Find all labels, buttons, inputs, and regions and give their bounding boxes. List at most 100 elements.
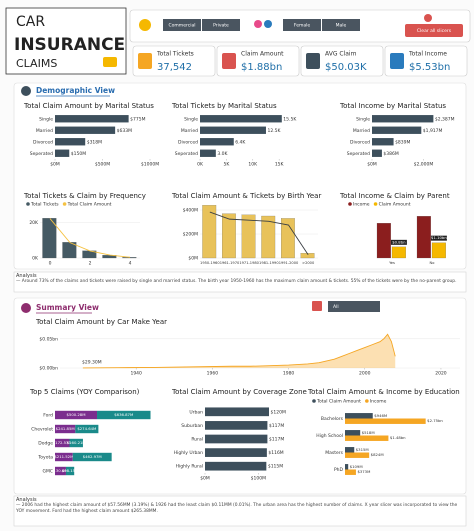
line [209,211,309,256]
category-label: GMC [42,469,53,475]
legend-swatch [365,399,369,403]
data-label: $315M [356,447,369,452]
kpi-value: 37,542 [157,62,192,73]
legend-label: Total Claim Amount [67,202,112,208]
legend-swatch [312,399,316,403]
legend-label: Total Tickets [30,202,59,208]
section-title: Demographic View [36,86,115,95]
data-label: $241.85M [56,426,75,431]
analysis-heading: Analysis [16,497,37,503]
analysis: Analysis — Around 73% of the claims and … [16,273,457,284]
x-tick-label: $0M [50,162,60,168]
slicer-label[interactable]: Commercial [169,23,196,29]
chart-title: Total Claim Amount by Marital Status [23,102,154,110]
slicer-label[interactable]: Female [294,23,311,29]
slicer-button[interactable] [163,19,201,31]
category-label: Dodge [38,441,53,447]
slicer-button[interactable] [283,19,321,31]
category-label: Masters [325,450,343,456]
data-label: $518M [362,430,375,435]
x-tick-label: 2000 [359,371,371,377]
kpi-card [216,45,300,77]
clear-label[interactable]: Clear all slicers [417,28,452,34]
bar [200,149,216,157]
category-label: Divorced [33,139,53,145]
data-label: $117M [269,423,284,429]
analysis-box [13,271,467,293]
x-tick-label: 2020 [435,371,447,377]
y-tick-label: $0M [188,256,198,262]
dropdown-value[interactable]: All [333,304,339,310]
x-tick-label: 1981-1990 [259,261,279,265]
chart-title: Total Claim Amount by Car Make Year [35,318,167,326]
category-label: Seperated [30,151,53,157]
kpi-label: AVG Claim [325,51,357,58]
title-line: INSURANCE [14,35,125,55]
bar [200,126,266,134]
legend-label: Income [353,202,370,208]
data-label: $386M [383,151,398,157]
y-tick-label: $0.00bn [39,366,58,372]
data-label: $500.28M [67,412,86,417]
legend-label: Claim Amount [379,202,411,208]
x-tick-label: $500M [95,162,110,168]
bar [55,126,116,134]
bar [42,218,57,259]
bar [65,466,75,476]
bar [372,149,382,157]
bar [55,410,98,420]
legend-swatch [373,202,378,206]
x-tick-label: 1971-1980 [239,261,259,265]
slicer-button[interactable] [322,19,360,31]
bar [205,407,269,417]
x-tick-label: No [430,261,435,265]
clear-button[interactable] [405,24,463,37]
bar [69,438,83,448]
data-label: $160.21M [67,440,86,445]
bar [345,435,389,441]
data-label: $130.46M [51,468,70,473]
slicer-label[interactable]: Male [336,23,347,29]
x-tick-label: $0M [200,476,210,482]
category-label: Chevrolet [31,427,53,433]
legend-label: Income [370,399,387,405]
bar [200,115,282,123]
year-dropdown[interactable] [328,301,380,312]
category-label: Divorced [350,139,370,145]
x-tick-label: $1000M [141,162,159,168]
chart-title: Total Claim Amount & Tickets by Birth Ye… [171,192,321,200]
data-label: $274.64M [77,426,96,431]
analysis: Analysis — 2006 had the highest claim am… [16,497,457,514]
y-tick-label: $400M [183,208,198,214]
female-icon [254,20,262,28]
vehicle-icon [139,19,151,31]
legend-swatch [26,202,30,206]
x-tick-label: 5K [223,162,230,168]
kpi-value: $50.03K [325,62,367,73]
bar [345,418,426,424]
section-icon [21,303,31,313]
category-label: Married [36,128,53,134]
x-tick-label: 15K [275,162,285,168]
bar [55,149,70,157]
calendar-icon [312,301,322,311]
y-tick-label: $0.05bn [39,336,58,342]
title-line: CAR [16,14,45,30]
chart-title: Total Income by Marital Status [339,102,446,110]
bar [376,223,391,259]
x-tick-label: 10K [248,162,258,168]
bar [261,215,276,259]
data-label: $318M [87,139,102,145]
slicer-label[interactable]: Private [213,23,229,29]
car-icon [103,57,117,67]
category-label: Highly Urban [174,450,203,456]
summary-panel [13,297,467,495]
chart-title: Total Tickets & Claim by Frequency [23,192,146,200]
data-label: $462.97M [83,454,102,459]
charts: Total Claim Amount by Marital Status $0M $… [23,102,460,482]
kpi-label: Total Tickets [156,51,194,58]
slicer-button[interactable] [202,19,240,31]
bar [55,424,76,434]
analysis-heading: Analysis [16,273,37,279]
legend-label: Total Claim Amount [316,399,361,405]
